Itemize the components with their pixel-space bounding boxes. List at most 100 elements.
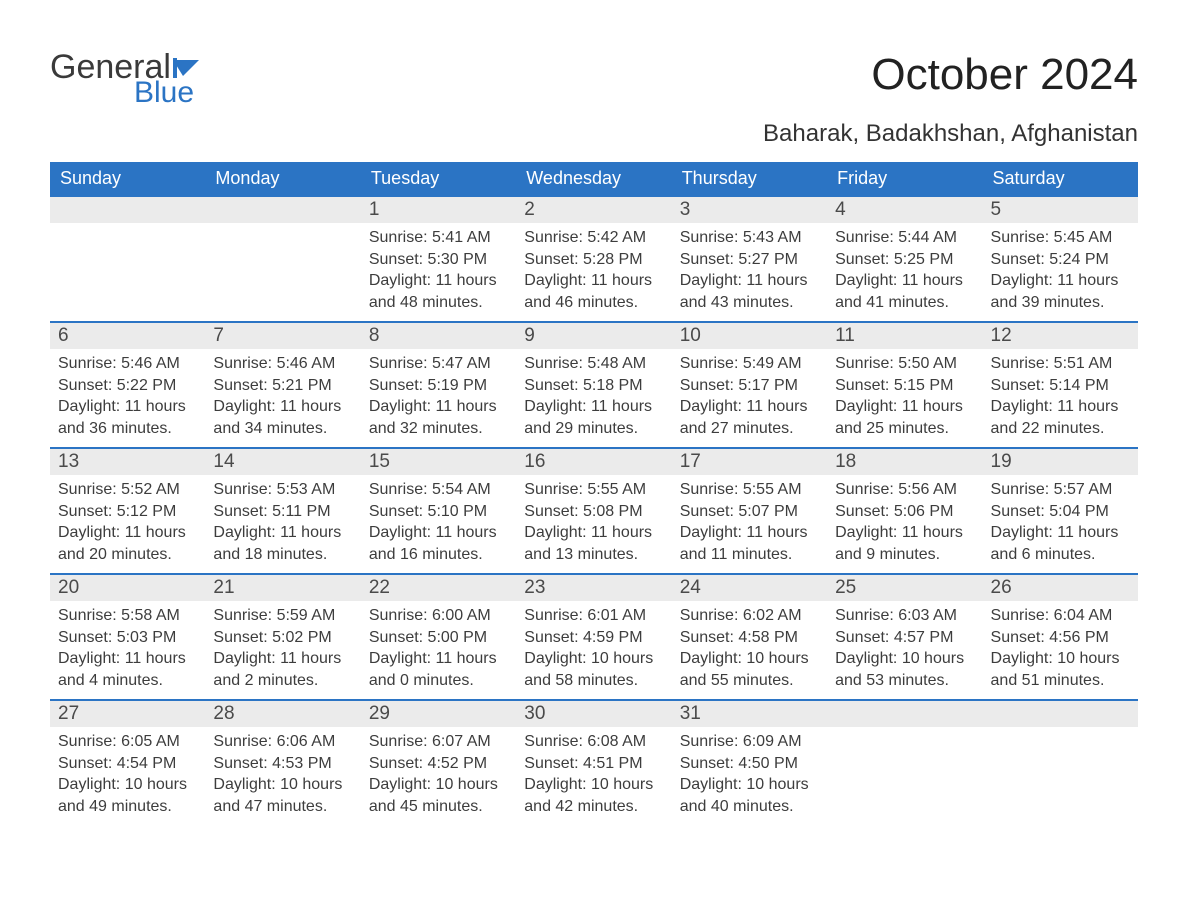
day-details: Sunrise: 6:00 AMSunset: 5:00 PMDaylight:…	[361, 601, 516, 697]
day-number	[983, 701, 1138, 727]
sunset-value: 5:04 PM	[1049, 503, 1109, 520]
sunset-label: Sunset:	[369, 629, 428, 646]
sunrise-line: Sunrise: 5:55 AM	[680, 479, 819, 501]
sunrise-value: 5:55 AM	[587, 481, 646, 498]
sunset-line: Sunset: 5:25 PM	[835, 249, 974, 271]
calendar-day-cell: 13Sunrise: 5:52 AMSunset: 5:12 PMDayligh…	[50, 448, 205, 574]
sunrise-line: Sunrise: 6:09 AM	[680, 731, 819, 753]
sunrise-label: Sunrise:	[680, 229, 743, 246]
sunset-label: Sunset:	[213, 377, 272, 394]
daylight-label: Daylight:	[213, 524, 280, 541]
daylight-line: Daylight: 11 hours and 27 minutes.	[680, 396, 819, 439]
daylight-line: Daylight: 11 hours and 20 minutes.	[58, 522, 197, 565]
daylight-label: Daylight:	[58, 776, 125, 793]
sunset-value: 5:14 PM	[1049, 377, 1109, 394]
calendar-day-cell: 7Sunrise: 5:46 AMSunset: 5:21 PMDaylight…	[205, 322, 360, 448]
daylight-line: Daylight: 11 hours and 22 minutes.	[991, 396, 1130, 439]
sunrise-label: Sunrise:	[835, 229, 898, 246]
sunset-label: Sunset:	[835, 377, 894, 394]
sunrise-value: 6:01 AM	[587, 607, 646, 624]
daylight-line: Daylight: 10 hours and 53 minutes.	[835, 648, 974, 691]
sunset-label: Sunset:	[58, 377, 117, 394]
sunrise-label: Sunrise:	[680, 733, 743, 750]
sunrise-value: 5:54 AM	[432, 481, 491, 498]
sunrise-label: Sunrise:	[524, 481, 587, 498]
daylight-line: Daylight: 11 hours and 48 minutes.	[369, 270, 508, 313]
calendar-day-cell: 12Sunrise: 5:51 AMSunset: 5:14 PMDayligh…	[983, 322, 1138, 448]
sunrise-line: Sunrise: 6:02 AM	[680, 605, 819, 627]
sunrise-value: 6:03 AM	[898, 607, 957, 624]
daylight-label: Daylight:	[369, 776, 436, 793]
sunset-line: Sunset: 5:02 PM	[213, 627, 352, 649]
title-block: October 2024	[871, 50, 1138, 100]
sunrise-line: Sunrise: 5:50 AM	[835, 353, 974, 375]
weekday-header: Sunday	[50, 162, 205, 196]
sunrise-label: Sunrise:	[369, 229, 432, 246]
sunrise-line: Sunrise: 5:56 AM	[835, 479, 974, 501]
sunrise-line: Sunrise: 5:59 AM	[213, 605, 352, 627]
sunrise-line: Sunrise: 5:42 AM	[524, 227, 663, 249]
sunrise-line: Sunrise: 5:52 AM	[58, 479, 197, 501]
day-number: 13	[50, 449, 205, 475]
sunset-label: Sunset:	[58, 755, 117, 772]
day-details: Sunrise: 5:47 AMSunset: 5:19 PMDaylight:…	[361, 349, 516, 445]
calendar-day-cell: 20Sunrise: 5:58 AMSunset: 5:03 PMDayligh…	[50, 574, 205, 700]
sunset-line: Sunset: 5:14 PM	[991, 375, 1130, 397]
calendar-day-cell: 5Sunrise: 5:45 AMSunset: 5:24 PMDaylight…	[983, 196, 1138, 322]
daylight-label: Daylight:	[991, 272, 1058, 289]
daylight-line: Daylight: 10 hours and 47 minutes.	[213, 774, 352, 817]
day-details: Sunrise: 6:01 AMSunset: 4:59 PMDaylight:…	[516, 601, 671, 697]
sunset-label: Sunset:	[524, 377, 583, 394]
day-details: Sunrise: 5:51 AMSunset: 5:14 PMDaylight:…	[983, 349, 1138, 445]
sunrise-line: Sunrise: 6:00 AM	[369, 605, 508, 627]
sunset-line: Sunset: 4:53 PM	[213, 753, 352, 775]
sunset-value: 5:24 PM	[1049, 251, 1109, 268]
daylight-label: Daylight:	[680, 776, 747, 793]
daylight-label: Daylight:	[991, 524, 1058, 541]
sunrise-value: 5:57 AM	[1054, 481, 1113, 498]
day-number: 12	[983, 323, 1138, 349]
daylight-label: Daylight:	[369, 272, 436, 289]
sunrise-label: Sunrise:	[369, 607, 432, 624]
sunset-value: 5:03 PM	[117, 629, 177, 646]
daylight-line: Daylight: 11 hours and 43 minutes.	[680, 270, 819, 313]
calendar-day-cell: 27Sunrise: 6:05 AMSunset: 4:54 PMDayligh…	[50, 700, 205, 826]
calendar-table: SundayMondayTuesdayWednesdayThursdayFrid…	[50, 162, 1138, 826]
sunset-value: 5:19 PM	[428, 377, 488, 394]
sunrise-label: Sunrise:	[680, 355, 743, 372]
sunset-line: Sunset: 4:51 PM	[524, 753, 663, 775]
day-details: Sunrise: 6:06 AMSunset: 4:53 PMDaylight:…	[205, 727, 360, 823]
daylight-line: Daylight: 10 hours and 55 minutes.	[680, 648, 819, 691]
day-number: 30	[516, 701, 671, 727]
day-details: Sunrise: 5:46 AMSunset: 5:21 PMDaylight:…	[205, 349, 360, 445]
day-details: Sunrise: 6:05 AMSunset: 4:54 PMDaylight:…	[50, 727, 205, 823]
sunset-label: Sunset:	[524, 755, 583, 772]
calendar-week-row: 1Sunrise: 5:41 AMSunset: 5:30 PMDaylight…	[50, 196, 1138, 322]
sunrise-value: 5:41 AM	[432, 229, 491, 246]
sunset-line: Sunset: 5:28 PM	[524, 249, 663, 271]
daylight-label: Daylight:	[213, 776, 280, 793]
sunset-value: 4:54 PM	[117, 755, 177, 772]
sunrise-line: Sunrise: 5:48 AM	[524, 353, 663, 375]
daylight-line: Daylight: 11 hours and 4 minutes.	[58, 648, 197, 691]
day-number	[50, 197, 205, 223]
sunrise-value: 5:49 AM	[743, 355, 802, 372]
sunset-label: Sunset:	[991, 251, 1050, 268]
day-number: 26	[983, 575, 1138, 601]
calendar-day-cell: 19Sunrise: 5:57 AMSunset: 5:04 PMDayligh…	[983, 448, 1138, 574]
day-details: Sunrise: 6:03 AMSunset: 4:57 PMDaylight:…	[827, 601, 982, 697]
daylight-label: Daylight:	[835, 650, 902, 667]
sunrise-line: Sunrise: 5:58 AM	[58, 605, 197, 627]
calendar-day-cell: 26Sunrise: 6:04 AMSunset: 4:56 PMDayligh…	[983, 574, 1138, 700]
daylight-label: Daylight:	[524, 650, 591, 667]
sunrise-line: Sunrise: 5:46 AM	[213, 353, 352, 375]
sunset-value: 5:00 PM	[428, 629, 488, 646]
sunrise-line: Sunrise: 6:08 AM	[524, 731, 663, 753]
sunrise-label: Sunrise:	[835, 481, 898, 498]
sunrise-value: 5:48 AM	[587, 355, 646, 372]
sunrise-label: Sunrise:	[524, 355, 587, 372]
sunrise-value: 6:04 AM	[1054, 607, 1113, 624]
day-details: Sunrise: 6:02 AMSunset: 4:58 PMDaylight:…	[672, 601, 827, 697]
calendar-empty-cell	[827, 700, 982, 826]
day-number: 6	[50, 323, 205, 349]
